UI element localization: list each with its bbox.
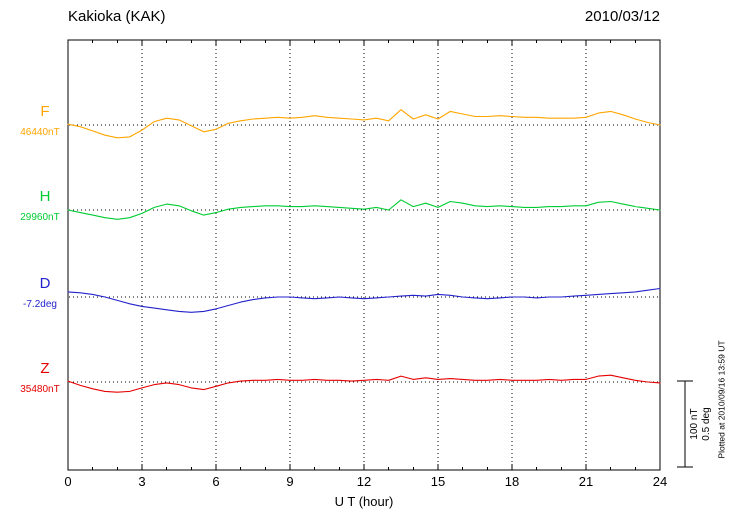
channel-baseline-d: -7.2deg [23,299,57,310]
x-tick-18: 18 [504,474,520,489]
channel-label-f: F [40,103,50,120]
x-tick-12: 12 [356,474,372,489]
channel-label-z: Z [40,360,50,377]
x-tick-21: 21 [578,474,594,489]
x-axis-label: U T (hour) [334,494,394,509]
scale-label-deg: 0.5 deg [701,407,712,441]
channel-baseline-f: 46440nT [20,127,60,138]
trace-D [67,287,661,313]
trace-F [67,109,661,139]
channel-label-d: D [39,275,51,292]
x-tick-0: 0 [64,474,72,489]
plotted-at-note: Plotted at 2010/09/16 13:59 UT [716,340,727,459]
x-tick-3: 3 [138,474,146,489]
x-tick-9: 9 [286,474,294,489]
trace-H [67,199,661,220]
channel-label-h: H [39,188,51,205]
page-title: Kakioka (KAK) [68,8,166,25]
channel-baseline-h: 29960nT [20,212,60,223]
x-tick-24: 24 [652,474,668,489]
trace-Z [67,374,661,393]
x-tick-15: 15 [430,474,446,489]
date-label: 2010/03/12 [584,8,660,25]
channel-baseline-z: 35480nT [20,384,60,395]
x-tick-6: 6 [212,474,220,489]
scale-label-nt: 100 nT [689,408,700,440]
